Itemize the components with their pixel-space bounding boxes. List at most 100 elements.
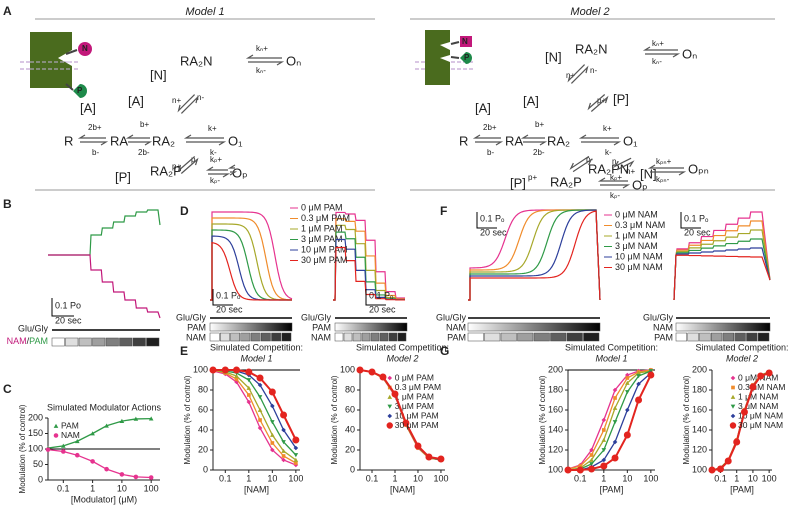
equilibrium-arrow: [77, 134, 106, 139]
marker: [256, 374, 264, 382]
step-box: [261, 332, 271, 342]
equilibrium-arrow: [570, 65, 589, 84]
step-box: [583, 332, 600, 342]
scheme-label: n+: [566, 71, 575, 80]
step-box: [361, 332, 371, 342]
scheme-label: Oₚₙ: [688, 161, 709, 176]
scheme-label: RA: [110, 133, 128, 148]
marker: [245, 368, 253, 376]
equilibrium-arrow: [208, 173, 231, 178]
y-axis-label: Modulation (% of control): [682, 375, 691, 464]
marker: [293, 453, 299, 458]
receptor: [20, 32, 92, 98]
scheme-label: n+: [172, 96, 181, 105]
arrow: [450, 41, 460, 45]
scheme-label: O₁: [623, 133, 638, 148]
marker: [730, 375, 736, 381]
scale-label: 20 sec: [684, 227, 711, 237]
x-axis-label: [Modulator] (μM): [71, 494, 137, 504]
legend-label: NAM: [61, 430, 80, 440]
x-axis-label: [PAM]: [600, 484, 624, 494]
equilibrium-arrow: [177, 94, 196, 113]
marker: [281, 457, 286, 463]
equilibrium-arrow: [642, 46, 678, 51]
y-axis-label: Modulation (% of control): [538, 375, 547, 464]
receptor: [415, 30, 475, 85]
marker: [437, 455, 445, 463]
marker: [133, 416, 139, 421]
scheme-label: [N]: [545, 49, 562, 64]
marker: [270, 420, 275, 425]
panel-letter: A: [3, 4, 12, 18]
scheme-label: Oₚ: [632, 177, 648, 192]
marker: [257, 407, 263, 412]
step-box: [230, 332, 240, 342]
x-tick-label: 1: [734, 473, 739, 483]
equilibrium-arrow: [177, 156, 196, 173]
chart-subtitle: Model 2: [386, 353, 418, 363]
stim-label: PAM: [654, 332, 673, 342]
nam-site: [460, 36, 472, 47]
marker: [148, 475, 154, 480]
scheme-label: RA₂P: [150, 163, 182, 178]
series-line: [568, 372, 652, 471]
stim-label: NAM/PAM: [7, 336, 48, 346]
scheme-label: 2b-: [533, 148, 545, 157]
pam-site: [73, 84, 87, 98]
ramp-bar: [675, 322, 771, 332]
marker: [391, 390, 399, 398]
step-box: [484, 332, 501, 342]
scheme-label: 2b-: [138, 148, 150, 157]
marker: [270, 432, 275, 437]
chart-title: Simulated Competition:: [695, 342, 788, 352]
y-tick-label: 140: [548, 424, 563, 434]
scheme-label: kₙ-: [256, 66, 266, 75]
arrow: [65, 49, 78, 55]
marker: [281, 440, 286, 445]
x-tick-label: 1: [90, 483, 95, 493]
step-box: [119, 337, 133, 347]
step-box: [250, 332, 261, 342]
chart-title: Simulated Competition:: [356, 342, 449, 352]
y-tick-label: 100: [28, 443, 43, 453]
y-tick-label: 60: [198, 404, 208, 414]
scheme-label: b+: [140, 120, 149, 129]
step-box: [132, 337, 146, 347]
legend-label: 10 μM NAM: [615, 251, 663, 261]
step-box: [467, 332, 484, 342]
x-axis-label: [PAM]: [730, 484, 754, 494]
x-tick-label: 1: [392, 473, 397, 483]
scheme-label: kₙ-: [652, 57, 662, 66]
marker: [589, 457, 594, 462]
marker: [90, 431, 95, 436]
panel-letter: B: [3, 197, 12, 211]
legend-label: 3 μM PAM: [395, 401, 434, 411]
stim-label: Glu/Gly: [643, 312, 674, 322]
marker: [90, 459, 95, 464]
step-box: [734, 332, 746, 342]
equilibrium-arrow: [205, 166, 228, 171]
y-axis-label: Modulation (% of control): [18, 404, 27, 493]
trace: [210, 223, 293, 301]
scheme-label: 2b+: [483, 123, 497, 132]
trace: [468, 209, 601, 301]
x-tick-label: 1: [601, 473, 606, 483]
step-box: [220, 332, 230, 342]
scheme-label: kₚₙ+: [656, 157, 672, 166]
scheme-label: kₚ-: [610, 191, 620, 200]
step-box: [146, 337, 160, 347]
y-tick-label: 200: [548, 364, 563, 374]
legend-label: 0.3 μM NAM: [615, 220, 665, 230]
trace: [468, 209, 601, 301]
step-box: [92, 337, 106, 347]
scale-bar: [212, 289, 233, 306]
marker: [257, 425, 263, 431]
scheme-label: [A]: [475, 100, 491, 115]
ramp-bar: [467, 322, 601, 332]
marker: [233, 366, 241, 374]
scale-bar: [476, 212, 497, 229]
scheme-label: n+: [626, 167, 635, 176]
trace: [673, 229, 771, 301]
legend-label: 1 μM PAM: [395, 391, 434, 401]
marker: [292, 436, 300, 444]
